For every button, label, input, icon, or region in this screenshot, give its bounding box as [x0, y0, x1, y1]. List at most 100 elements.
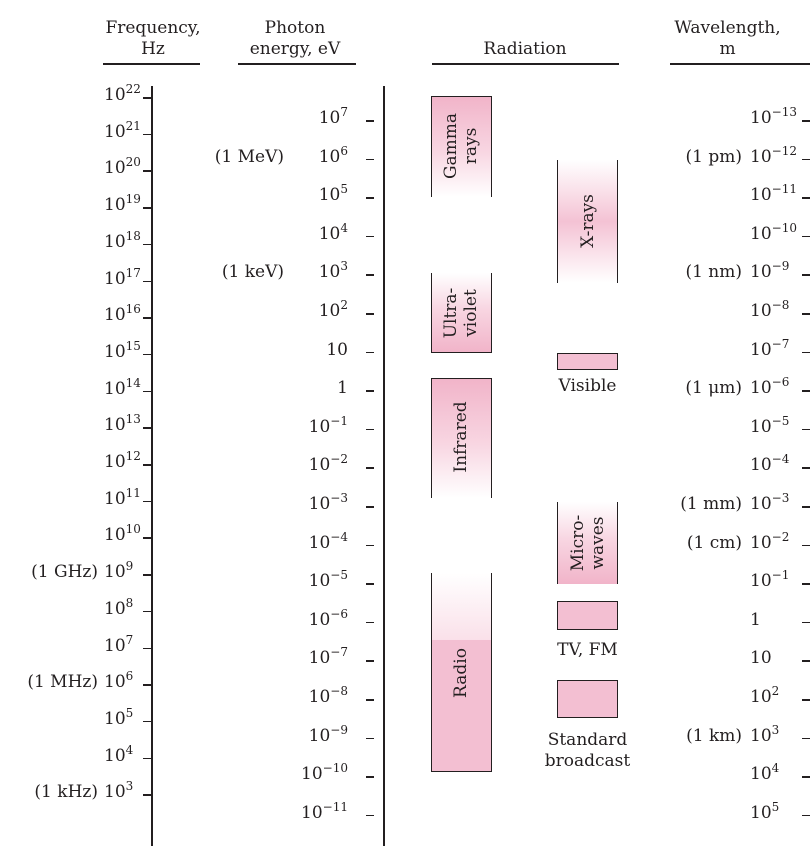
wavelength-tick: [802, 660, 810, 662]
wavelength-value: 10−5: [750, 414, 789, 438]
frequency-value: 1021: [104, 119, 141, 143]
frequency-exponent: 13: [125, 412, 141, 427]
wavelength-tick: [802, 235, 810, 238]
gamma-rays-band: [431, 96, 492, 197]
frequency-base: 10: [104, 708, 126, 729]
photon-energy-exponent: −5: [330, 568, 348, 583]
photon-energy-value: 10−5: [309, 568, 348, 592]
photon-energy-base: 10: [326, 339, 348, 360]
wavelength-exponent: −13: [771, 105, 797, 119]
photon-energy-tick: [366, 120, 374, 122]
photon-energy-exponent: −7: [330, 645, 348, 660]
wavelength-tick: [802, 699, 810, 701]
wavelength-unit-note: (1 km): [686, 725, 742, 746]
standard-broadcast-band: [557, 680, 618, 718]
photon-energy-exponent: 5: [340, 182, 348, 197]
frequency-unit-note: (1 MHz): [27, 672, 98, 693]
standard-broadcast-label: Standard broadcast: [544, 730, 631, 771]
ultraviolet-label: Ultra- violet: [441, 287, 481, 339]
photon-energy-base: 1: [337, 378, 348, 399]
wavelength-tick: [802, 274, 810, 276]
wavelength-tick: [802, 621, 810, 624]
frequency-tick: [143, 757, 151, 760]
wavelength-value: 10−2: [750, 529, 790, 554]
frequency-base: 10: [104, 672, 126, 693]
frequency-tick: [143, 464, 151, 466]
photon-energy-tick: [366, 776, 374, 778]
frequency-value: 1012: [104, 449, 141, 473]
photon-energy-exponent: 6: [340, 143, 348, 158]
photon-energy-value: 10−8: [309, 684, 348, 708]
photon-energy-tick: [366, 583, 374, 585]
wavelength-exponent: −10: [771, 220, 797, 235]
frequency-exponent: 6: [125, 669, 134, 684]
frequency-exponent: 5: [125, 705, 134, 720]
wavelength-exponent: 4: [771, 761, 780, 776]
wavelength-base: 10: [750, 802, 772, 823]
frequency-base: 10: [104, 195, 126, 216]
photon-energy-value: 10−4: [309, 530, 348, 554]
frequency-value: 1015: [104, 339, 141, 363]
tv-fm-band: [557, 601, 618, 630]
wavelength-value: 10−11: [750, 182, 797, 206]
wavelength-value: 10−9: [750, 259, 789, 283]
wavelength-exponent: −6: [771, 375, 790, 390]
frequency-value: 1017: [104, 266, 141, 290]
photon-energy-exponent: −11: [322, 799, 348, 814]
wavelength-exponent: −7: [771, 336, 790, 351]
wavelength-value: 10−12: [750, 144, 797, 168]
wavelength-exponent: −4: [771, 452, 790, 467]
frequency-base: 10: [104, 268, 126, 289]
wavelength-exponent: −3: [771, 491, 790, 505]
wavelength-base: 10: [750, 455, 772, 476]
photon-energy-value: 103: [319, 259, 348, 283]
wavelength-base: 10: [750, 146, 772, 167]
frequency-tick: [143, 317, 151, 319]
wavelength-unit-note: (1 cm): [686, 532, 742, 553]
wavelength-unit-note: (1 μm): [685, 378, 742, 399]
frequency-tick: [143, 170, 151, 172]
frequency-tick: [143, 684, 151, 686]
wavelength-base: 10: [750, 108, 772, 128]
frequency-tick: [143, 574, 151, 576]
wavelength-exponent: −11: [771, 182, 797, 197]
frequency-exponent: 19: [125, 192, 141, 207]
frequency-value: 1010: [104, 522, 141, 546]
wavelength-base: 10: [750, 185, 772, 206]
photon-energy-base: 10: [301, 764, 323, 785]
wavelength-base: 10: [750, 262, 772, 283]
photon-energy-tick: [366, 351, 374, 354]
frequency-value: 109: [104, 559, 134, 583]
photon-energy-base: 10: [318, 301, 341, 321]
wavelength-value: 10: [750, 648, 772, 668]
photon-energy-tick: [366, 390, 374, 392]
wavelength-tick: [802, 737, 810, 740]
photon-energy-value: 102: [318, 298, 348, 322]
photon-energy-value: 10: [326, 340, 348, 360]
wavelength-base: 10: [750, 764, 772, 785]
wavelength-value: 102: [750, 684, 779, 708]
photon-energy-tick: [366, 158, 374, 161]
photon-energy-tick: [366, 506, 374, 508]
photon-energy-unit-note: (1 keV): [221, 262, 284, 283]
photon-energy-value: 10−6: [309, 607, 348, 631]
frequency-header: Frequency, Hz: [105, 18, 201, 59]
frequency-tick: [143, 390, 151, 393]
frequency-exponent: 9: [125, 559, 134, 574]
wavelength-value: 104: [750, 761, 780, 785]
wavelength-base: 10: [750, 339, 772, 360]
wavelength-value: 105: [750, 800, 779, 824]
frequency-base: 10: [104, 305, 126, 326]
wavelength-value: 10−3: [750, 491, 790, 515]
frequency-value: 1011: [104, 486, 141, 510]
frequency-tick: [143, 243, 151, 246]
wavelength-unit-note: (1 mm): [680, 494, 742, 514]
photon-energy-value: 10−3: [309, 491, 348, 515]
wavelength-exponent: −2: [771, 529, 790, 544]
frequency-header-rule: [103, 63, 200, 65]
frequency-exponent: 7: [125, 632, 134, 647]
photon-energy-base: 10: [301, 802, 323, 823]
wavelength-exponent: −8: [771, 298, 790, 312]
infrared-label: Infrared: [451, 401, 471, 473]
wavelength-value: 103: [750, 723, 779, 747]
